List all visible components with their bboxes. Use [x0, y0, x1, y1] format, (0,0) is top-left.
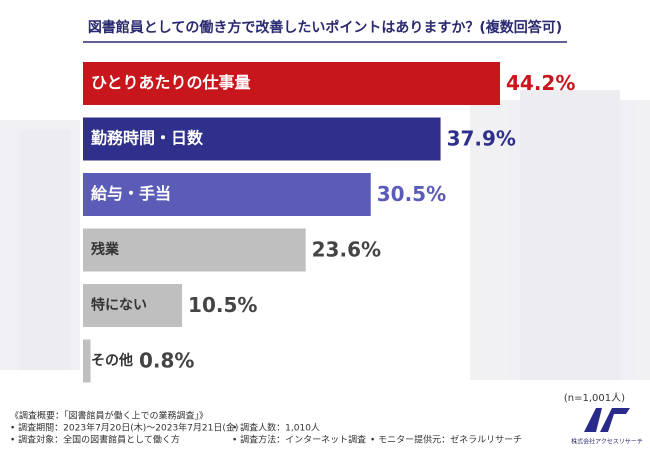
category-label: 特にない	[91, 297, 147, 314]
background-buildings	[0, 90, 650, 380]
bar	[83, 284, 183, 327]
chart-title: 図書館員としての働き方で改善したいポイントはありますか？(複数回答可)	[88, 19, 562, 36]
footer-item: • モニター提供元：ゼネラルリサーチ	[370, 434, 522, 446]
value-label: 44.2%	[506, 71, 575, 95]
bar	[83, 117, 441, 161]
category-label: その他	[91, 352, 133, 369]
category-label: 勤務時間・日数	[91, 129, 204, 148]
category-label: 給与・手当	[91, 184, 171, 203]
category-label: 残業	[91, 241, 120, 258]
company-name: 株式会社アクセスリサーチ	[571, 438, 643, 446]
bar	[83, 173, 371, 216]
footer-item: • 調査人数：1,010人	[232, 422, 320, 434]
logo	[584, 408, 630, 432]
footer-item: • 調査方法：インターネット調査	[232, 434, 366, 446]
sample-note: (n=1,001人)	[564, 392, 625, 404]
value-label: 10.5%	[188, 293, 257, 317]
bar	[83, 339, 91, 383]
bar	[83, 62, 500, 105]
bar	[83, 228, 306, 272]
value-label: 23.6%	[312, 238, 381, 262]
value-label: 30.5%	[377, 182, 446, 206]
footer-item: • 調査対象：全国の図書館員として働く方	[10, 434, 180, 446]
value-label: 0.8%	[139, 349, 194, 373]
category-label: ひとりあたりの仕事量	[91, 73, 251, 92]
value-label: 37.9%	[447, 127, 516, 151]
footer-item: • 調査期間：2023年7月20日(木)～2023年7月21日(金)	[10, 422, 238, 434]
footer-heading: 《調査概要：「図書館員が働く上での業務調査」》	[10, 410, 208, 422]
